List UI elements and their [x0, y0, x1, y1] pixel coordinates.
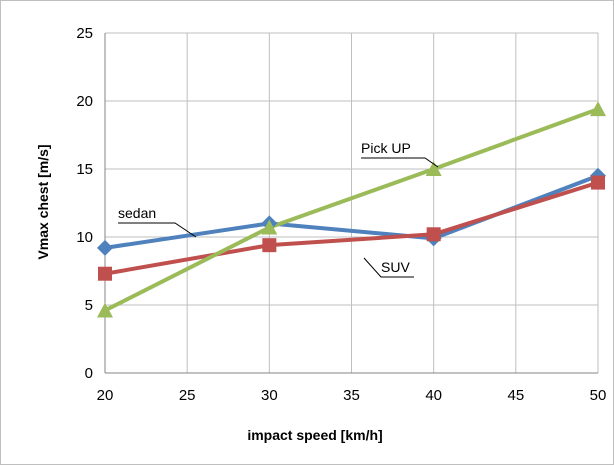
y-tick-label: 5: [85, 297, 93, 314]
pick-up-marker: [261, 219, 278, 235]
pick-up-marker: [97, 302, 113, 318]
pick-up-marker: [590, 101, 606, 117]
y-tick-label: 0: [85, 365, 93, 382]
series-lines: [104, 107, 599, 313]
suv-marker: [262, 238, 277, 253]
x-tick-label: 30: [261, 387, 278, 404]
y-tick-label: 25: [76, 25, 93, 42]
y-axis-title: Vmax chest [m/s]: [35, 144, 51, 259]
sedan-label: sedan: [118, 205, 156, 221]
x-tick-label: 20: [97, 387, 114, 404]
y-tick-label: 10: [76, 229, 93, 246]
x-tick-label: 50: [590, 387, 607, 404]
suv-marker: [426, 227, 441, 242]
pick-up-line: [104, 107, 599, 313]
y-tick-label: 15: [76, 161, 93, 178]
x-tick-label: 45: [507, 387, 524, 404]
suv-marker: [98, 266, 112, 281]
suv-leader-line: [363, 257, 414, 278]
tick-labels: 0 5 10 15 20 25 20 25 30 35 40 45 50: [76, 25, 606, 404]
suv-label: SUV: [381, 259, 410, 275]
x-tick-label: 40: [425, 387, 442, 404]
x-axis-title: impact speed [km/h]: [247, 427, 382, 443]
pick-up-marker: [425, 161, 442, 176]
pick-up-leader-line: [361, 157, 439, 168]
sedan-leader-line: [118, 222, 197, 238]
sedan-marker: [97, 239, 113, 256]
y-tick-label: 20: [76, 93, 93, 110]
pick-up-label: Pick UP: [361, 140, 411, 156]
series-markers: [97, 101, 606, 318]
series-annotations: sedan SUV Pick UP: [118, 140, 439, 278]
suv-line: [104, 180, 599, 276]
x-tick-label: 25: [179, 387, 196, 404]
x-tick-label: 35: [343, 387, 360, 404]
suv-marker: [591, 175, 605, 190]
